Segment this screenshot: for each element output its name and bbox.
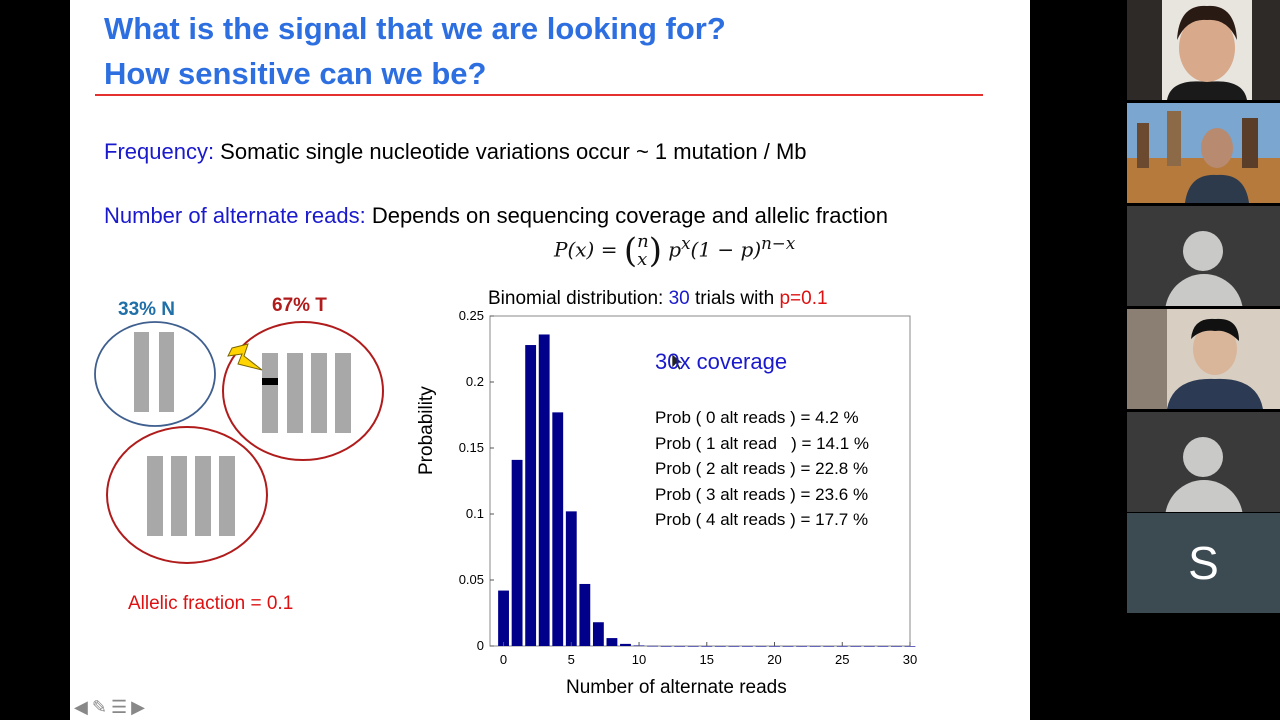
- bar: [647, 645, 658, 647]
- bar: [687, 646, 699, 647]
- chart-title: Binomial distribution: 30 trials with p=…: [488, 288, 828, 310]
- binomial-chart: 0 5 10 15 20 25 30 0 0.05 0.1 0.15 0.2 0.25: [459, 308, 918, 667]
- bar: [538, 334, 550, 646]
- participant-tile-1[interactable]: [1127, 0, 1280, 100]
- bar: [769, 646, 780, 647]
- y-tick-label: 0.1: [466, 506, 484, 521]
- x-tick-label: 10: [632, 652, 646, 667]
- prev-slide-icon[interactable]: ◀: [74, 697, 88, 717]
- bar: [620, 643, 631, 646]
- bar: [552, 412, 564, 646]
- y-tick-label: 0.15: [459, 440, 484, 455]
- prob-line: Prob ( 0 alt reads ) = 4.2 %: [655, 408, 859, 427]
- x-tick-label: 25: [835, 652, 849, 667]
- alt-reads-line: Number of alternate reads: Depends on se…: [104, 203, 888, 229]
- bar: [525, 345, 537, 646]
- prob-list: Prob ( 0 alt reads ) = 4.2 % Prob ( 1 al…: [655, 405, 869, 533]
- avatar: [1183, 437, 1223, 477]
- bar: [511, 459, 523, 646]
- slide-nav: ◀ ✎ ☰ ▶: [74, 697, 145, 718]
- y-tick-label: 0.2: [466, 374, 484, 389]
- bar: [863, 646, 875, 647]
- bar: [891, 646, 902, 647]
- y-tick-label: 0.25: [459, 308, 484, 323]
- bar: [836, 646, 848, 647]
- title-divider: [95, 94, 983, 96]
- bar: [565, 511, 577, 646]
- participant-tile-5[interactable]: [1127, 412, 1280, 512]
- binomial-formula: P(x) = (n x) px(1 − p)n−x: [554, 231, 796, 271]
- prob-line: Prob ( 3 alt reads ) = 23.6 %: [655, 484, 869, 504]
- alt-reads-label: Number of alternate reads:: [104, 203, 366, 228]
- avatar-body: [1165, 274, 1243, 306]
- bar: [796, 646, 808, 647]
- avatar-body: [1165, 480, 1243, 512]
- presentation-slide: What is the signal that we are looking f…: [70, 0, 1030, 720]
- pen-icon[interactable]: ✎: [91, 697, 107, 717]
- slide-title-line2: How sensitive can we be?: [104, 56, 487, 91]
- bar: [809, 646, 821, 647]
- mutation-bolt-icon: [227, 343, 263, 371]
- participant-initial: S: [1188, 537, 1219, 589]
- x-tick-label: 15: [700, 652, 714, 667]
- y-tick-label: 0.05: [459, 572, 484, 587]
- y-axis-label: Probability: [416, 386, 437, 475]
- normal-label: 33% N: [118, 299, 176, 320]
- avatar: [1183, 231, 1223, 271]
- prob-line: Prob ( 4 alt reads ) = 17.7 %: [655, 510, 869, 530]
- chart-title-mid: trials with: [689, 288, 780, 309]
- frequency-text: Somatic single nucleotide variations occ…: [214, 139, 807, 164]
- cursor-icon: [671, 353, 684, 371]
- allelic-fraction: Allelic fraction = 0.1: [128, 593, 294, 614]
- bar: [823, 646, 835, 647]
- alt-reads-text: Depends on sequencing coverage and allel…: [365, 203, 888, 228]
- x-axis-label: Number of alternate reads: [566, 677, 787, 698]
- bar: [782, 646, 794, 647]
- prob-line: Prob ( 1 alt read ) = 14.1 %: [655, 433, 870, 453]
- slide-title-line1: What is the signal that we are looking f…: [104, 11, 726, 46]
- menu-icon[interactable]: ☰: [110, 697, 128, 717]
- bar: [877, 646, 889, 647]
- frequency-line: Frequency: Somatic single nucleotide var…: [104, 139, 807, 165]
- chart-title-prefix: Binomial distribution:: [488, 288, 669, 309]
- x-tick-label: 20: [767, 652, 781, 667]
- bar: [728, 646, 740, 647]
- next-slide-icon[interactable]: ▶: [131, 697, 145, 717]
- bar: [701, 646, 713, 647]
- bar: [592, 622, 604, 646]
- bar: [850, 646, 862, 647]
- x-tick-label: 0: [500, 652, 507, 667]
- x-tick-label: 5: [568, 652, 575, 667]
- cell-diagram: [94, 321, 384, 564]
- bar: [904, 646, 916, 647]
- y-tick-label: 0: [477, 638, 484, 653]
- frequency-label: Frequency:: [104, 139, 215, 164]
- bar: [714, 646, 726, 647]
- tumor-label: 67% T: [272, 295, 327, 316]
- participant-tile-2[interactable]: [1127, 103, 1280, 203]
- participant-tile-4[interactable]: [1127, 309, 1280, 409]
- bar: [742, 646, 753, 647]
- bar: [579, 583, 591, 646]
- chart-title-p: p=0.1: [779, 288, 828, 309]
- x-tick-label: 30: [903, 652, 917, 667]
- bar: [660, 646, 672, 647]
- participant-tile-6[interactable]: S: [1127, 513, 1280, 613]
- prob-line: Prob ( 2 alt reads ) = 22.8 %: [655, 459, 869, 479]
- chart-title-trials: 30: [668, 288, 690, 309]
- bar: [498, 590, 509, 646]
- bar: [674, 646, 686, 647]
- participant-tile-3[interactable]: [1127, 206, 1280, 306]
- bar: [606, 638, 618, 646]
- coverage-label: 30x coverage: [655, 349, 788, 374]
- bar: [755, 646, 767, 647]
